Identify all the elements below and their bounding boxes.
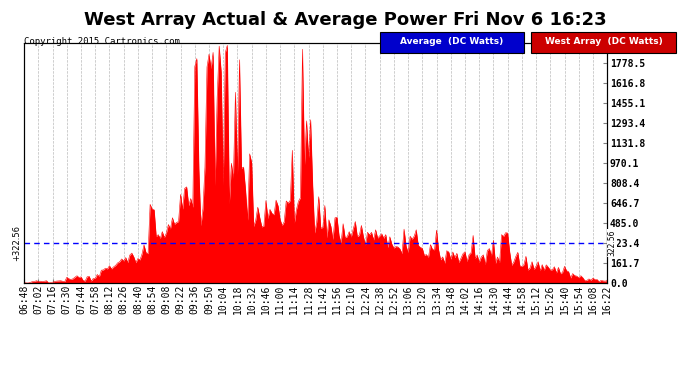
Text: +322.56: +322.56 bbox=[12, 225, 21, 261]
Text: 322.56: 322.56 bbox=[607, 230, 616, 256]
Text: Copyright 2015 Cartronics.com: Copyright 2015 Cartronics.com bbox=[24, 38, 180, 46]
Text: Average  (DC Watts): Average (DC Watts) bbox=[400, 38, 504, 46]
Text: West Array Actual & Average Power Fri Nov 6 16:23: West Array Actual & Average Power Fri No… bbox=[83, 11, 607, 29]
Text: West Array  (DC Watts): West Array (DC Watts) bbox=[545, 38, 662, 46]
